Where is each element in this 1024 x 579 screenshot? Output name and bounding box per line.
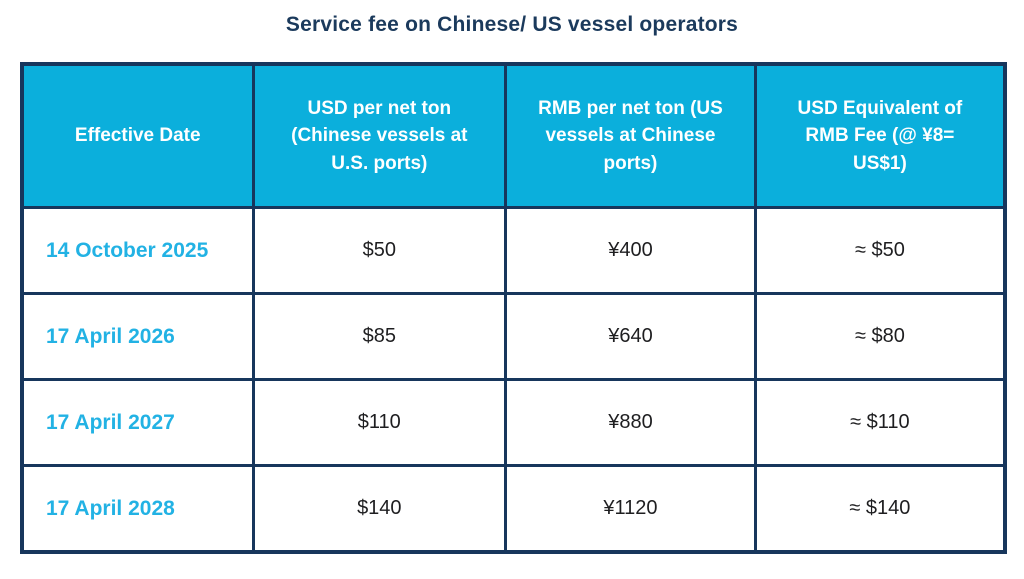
header-usd-per-net-ton: USD per net ton (Chinese vessels at U.S.… bbox=[251, 62, 508, 209]
cell-usd-equiv: ≈ $110 bbox=[753, 378, 1007, 467]
table-row: 17 April 2028 $140 ¥1120 ≈ $140 bbox=[20, 464, 1007, 554]
cell-usd: $140 bbox=[251, 464, 508, 554]
cell-rmb: ¥1120 bbox=[504, 464, 757, 554]
cell-rmb: ¥400 bbox=[504, 206, 757, 295]
page-title: Service fee on Chinese/ US vessel operat… bbox=[285, 13, 739, 36]
header-usd-equivalent: USD Equivalent of RMB Fee (@ ¥8= US$1) bbox=[753, 62, 1007, 209]
table-row: 14 October 2025 $50 ¥400 ≈ $50 bbox=[20, 206, 1007, 295]
cell-rmb: ¥640 bbox=[504, 292, 757, 381]
table-header-row: Effective Date USD per net ton (Chinese … bbox=[20, 62, 1007, 209]
cell-date: 14 October 2025 bbox=[20, 206, 255, 295]
cell-usd-equiv: ≈ $50 bbox=[753, 206, 1007, 295]
service-fee-table: Effective Date USD per net ton (Chinese … bbox=[20, 62, 1007, 554]
cell-usd: $50 bbox=[251, 206, 508, 295]
cell-usd: $85 bbox=[251, 292, 508, 381]
cell-date: 17 April 2027 bbox=[20, 378, 255, 467]
header-effective-date: Effective Date bbox=[20, 62, 255, 209]
header-rmb-per-net-ton: RMB per net ton (US vessels at Chinese p… bbox=[504, 62, 757, 209]
cell-date: 17 April 2028 bbox=[20, 464, 255, 554]
cell-usd-equiv: ≈ $140 bbox=[753, 464, 1007, 554]
cell-rmb: ¥880 bbox=[504, 378, 757, 467]
cell-usd: $110 bbox=[251, 378, 508, 467]
table-row: 17 April 2027 $110 ¥880 ≈ $110 bbox=[20, 378, 1007, 467]
cell-usd-equiv: ≈ $80 bbox=[753, 292, 1007, 381]
cell-date: 17 April 2026 bbox=[20, 292, 255, 381]
table-row: 17 April 2026 $85 ¥640 ≈ $80 bbox=[20, 292, 1007, 381]
